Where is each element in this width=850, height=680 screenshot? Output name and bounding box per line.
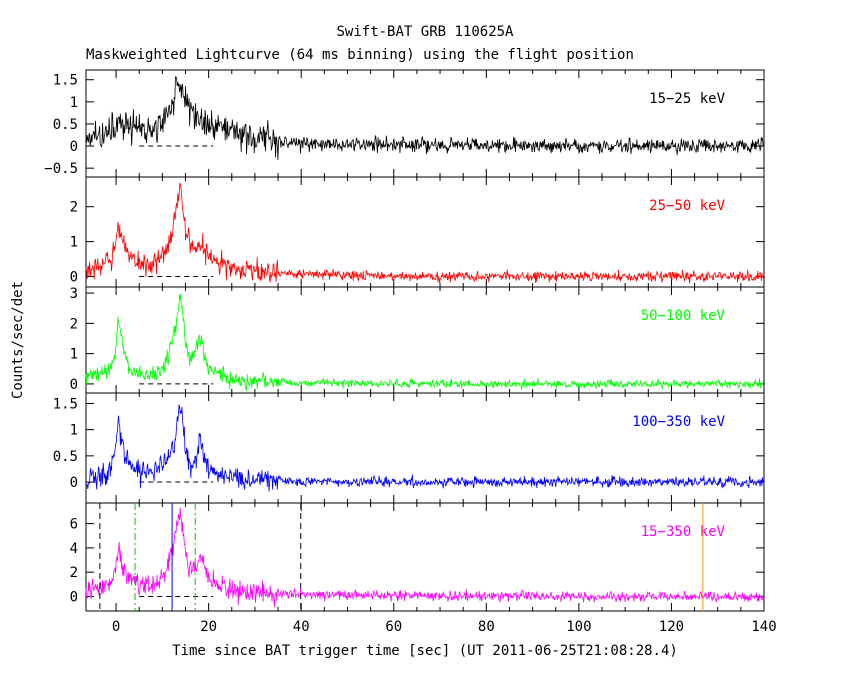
y-tick-label: 0 <box>70 589 78 605</box>
x-tick-label: 60 <box>385 619 402 635</box>
panel-25-50-kev: 0 1 2 25−50 keV <box>70 176 765 288</box>
y-tick-label: 1.5 <box>53 396 78 412</box>
panel-frame <box>85 69 765 178</box>
y-tick-label: 1 <box>70 423 78 439</box>
y-tick-label: 0.5 <box>53 117 78 133</box>
y-tick-label: 3 <box>70 286 78 302</box>
lightcurve-trace <box>85 76 764 160</box>
y-tick-label: 1 <box>70 95 78 111</box>
x-tick-label: 100 <box>566 619 591 635</box>
panel-frame <box>85 286 765 394</box>
y-tick-label: 0 <box>70 270 78 286</box>
band-label: 15−350 keV <box>641 524 726 540</box>
y-tick-label: 0 <box>70 139 78 155</box>
y-tick-label: 4 <box>70 541 78 557</box>
lightcurve-trace <box>85 182 765 284</box>
chart-title: Swift-BAT GRB 110625A <box>336 24 514 40</box>
band-label: 25−50 keV <box>649 198 725 214</box>
y-tick-label: 2 <box>70 200 78 216</box>
panel-frame <box>85 392 765 504</box>
panel-100-350-kev: 0 0.5 1 1.5 100−350 keV <box>53 392 765 504</box>
panel-frame <box>85 176 765 288</box>
panel-50-100-kev: 0 1 2 3 50−100 keV <box>70 286 765 394</box>
y-tick-label: 0 <box>70 475 78 491</box>
band-label: 100−350 keV <box>632 414 725 430</box>
panel-15-350-kev: 0 2 4 6 15−350 keV 0 20 40 60 80 100 120 140 <box>70 502 777 635</box>
x-axis-label: Time since BAT trigger time [sec] (UT 20… <box>172 643 678 659</box>
y-tick-label: −0.5 <box>44 161 78 177</box>
lightcurve-trace <box>85 404 764 492</box>
y-tick-label: 2 <box>70 565 78 581</box>
y-tick-label: 0.5 <box>53 449 78 465</box>
y-tick-label: 6 <box>70 517 78 533</box>
chart-subtitle: Maskweighted Lightcurve (64 ms binning) … <box>86 47 634 63</box>
panel-frame <box>85 502 765 612</box>
x-tick-label: 80 <box>478 619 495 635</box>
y-tick-label: 2 <box>70 316 78 332</box>
x-tick-label: 120 <box>659 619 684 635</box>
panel-15-25-kev: −0.5 0 0.5 1 1.5 15−25 keV <box>44 69 765 178</box>
y-tick-label: 1.5 <box>53 73 78 89</box>
x-tick-label: 0 <box>112 619 120 635</box>
lightcurve-trace <box>85 293 765 392</box>
y-axis-label: Counts/sec/det <box>10 281 26 399</box>
y-tick-label: 1 <box>70 235 78 251</box>
x-tick-label: 20 <box>200 619 217 635</box>
band-label: 50−100 keV <box>641 308 726 324</box>
lightcurve-trace <box>85 507 765 607</box>
x-tick-label: 40 <box>293 619 310 635</box>
band-label: 15−25 keV <box>649 91 725 107</box>
y-tick-label: 0 <box>70 377 78 393</box>
x-tick-label: 140 <box>751 619 776 635</box>
y-tick-label: 1 <box>70 347 78 363</box>
